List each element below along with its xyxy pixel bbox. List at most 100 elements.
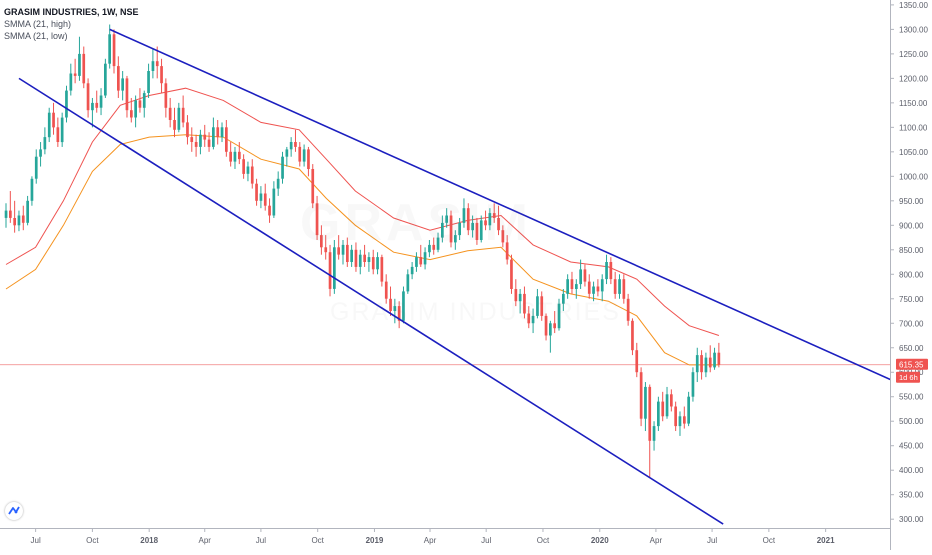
candle-body [423, 252, 427, 265]
price-tick-label: 1250.00 [899, 50, 928, 59]
candle-body [181, 107, 185, 123]
price-tick-label: 350.00 [899, 491, 924, 500]
candle [462, 198, 466, 228]
candle-body [471, 222, 474, 231]
candle [328, 244, 332, 297]
candle [432, 237, 436, 255]
candle [13, 200, 16, 233]
price-tick-label: 1100.00 [899, 123, 928, 132]
candle [190, 127, 194, 152]
candle [302, 144, 306, 167]
legend-symbol[interactable]: GRASIM INDUSTRIES, 1W, NSE [4, 7, 139, 17]
candle [225, 120, 228, 157]
candle-body [47, 112, 51, 138]
candle-body [302, 149, 306, 162]
candle [138, 88, 142, 113]
candle [121, 71, 124, 101]
time-tick-label: Jul [481, 536, 491, 545]
candle [423, 247, 427, 270]
candle-body [138, 100, 142, 108]
legend-indicator-smma-high[interactable]: SMMA (21, high) [4, 19, 72, 29]
candle [9, 191, 12, 223]
candle-body [121, 78, 124, 91]
candle [199, 129, 202, 155]
candle [78, 36, 81, 81]
candle [104, 58, 107, 98]
price-tick-label: 1150.00 [899, 99, 928, 108]
legend-indicator-smma-low[interactable]: SMMA (21, low) [4, 31, 68, 41]
candle [631, 318, 634, 356]
candle [708, 345, 712, 373]
candle [600, 274, 604, 302]
candle-body [488, 213, 492, 226]
candle-body [592, 286, 595, 294]
candle [91, 97, 94, 128]
candle-body [527, 313, 531, 324]
candle-body [354, 249, 358, 267]
candle-body [112, 34, 116, 67]
candle [346, 237, 349, 267]
price-tick-label: 650.00 [899, 344, 924, 353]
candle-body [108, 34, 111, 64]
candle-body [250, 166, 254, 184]
candle-body [695, 355, 699, 373]
candle [34, 149, 38, 184]
candle [665, 386, 669, 419]
countdown-tag-bg [896, 371, 920, 383]
candle-body [510, 259, 513, 289]
candle [155, 46, 159, 79]
time-tick-label: Oct [311, 536, 324, 545]
candle [276, 171, 280, 196]
candle-body [220, 127, 224, 138]
time-tick-label: Oct [86, 536, 99, 545]
candle [605, 254, 608, 285]
candle [281, 151, 284, 184]
price-tick-label: 850.00 [899, 246, 924, 255]
candle [475, 217, 479, 245]
candle-body [553, 323, 556, 329]
candle-body [704, 357, 708, 373]
candle-body [173, 120, 176, 130]
candle-body [17, 215, 21, 226]
candle [678, 411, 682, 436]
candle [458, 217, 461, 240]
candle [108, 24, 111, 69]
candle [21, 205, 25, 231]
candle [95, 90, 99, 113]
candle [622, 274, 626, 304]
price-tick-label: 700.00 [899, 319, 924, 328]
candle-body [91, 102, 94, 111]
candle [186, 115, 189, 145]
candle-body [9, 210, 12, 218]
candle [320, 225, 323, 255]
candle-body [151, 61, 155, 71]
candle [181, 95, 185, 128]
candle [661, 391, 665, 422]
candle-body [199, 134, 202, 147]
candle-body [233, 151, 237, 162]
candle [596, 279, 600, 297]
candle [130, 97, 133, 123]
candle-body [65, 90, 68, 118]
candle-body [99, 95, 103, 108]
candle [687, 391, 690, 427]
time-tick-label: Jul [256, 536, 266, 545]
candle [393, 298, 397, 324]
candle-body [376, 257, 379, 270]
candle [566, 274, 569, 299]
candle [134, 95, 137, 128]
candle-body [56, 127, 60, 142]
candle-body [43, 137, 47, 150]
candle-body [216, 127, 220, 138]
candle-body [428, 244, 431, 253]
candle-body [39, 149, 42, 157]
candle [380, 254, 384, 287]
candle [242, 154, 245, 179]
candle-body [531, 315, 535, 324]
tradingview-logo-icon[interactable] [5, 502, 23, 520]
smma-high-line [5, 87, 720, 336]
candle-body [514, 289, 518, 302]
price-tick-label: 400.00 [899, 466, 924, 475]
